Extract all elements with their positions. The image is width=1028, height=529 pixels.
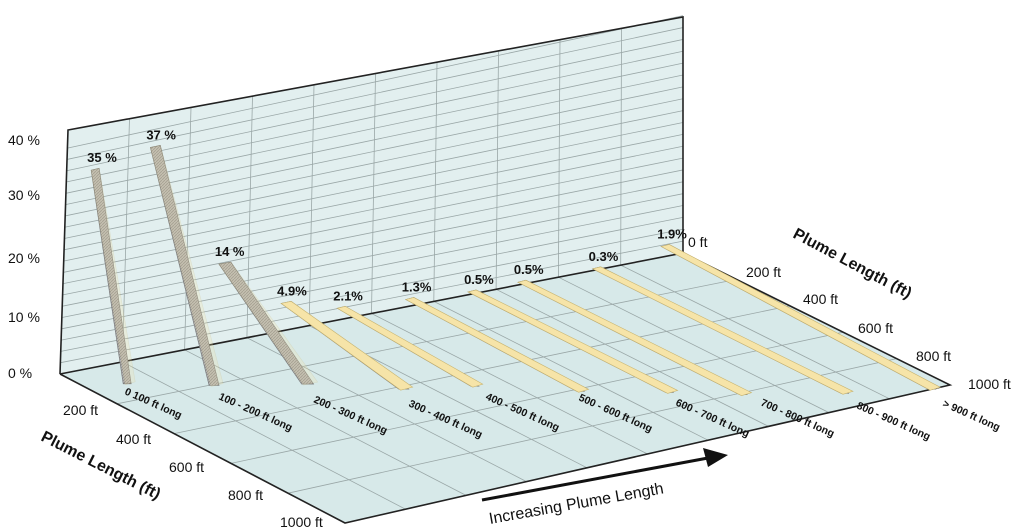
bar-top	[336, 305, 484, 388]
depth-tick-right: 200 ft	[746, 264, 781, 280]
value-label: 0.5%	[464, 272, 494, 287]
wall-gridline	[121, 118, 130, 362]
value-label: 0.3%	[589, 249, 619, 264]
wall-gridline	[308, 84, 315, 326]
floor-gridline	[371, 313, 648, 455]
depth-tick-right: 400 ft	[803, 291, 838, 307]
depth-tick-right: 600 ft	[858, 320, 893, 336]
depth-tick-left: 800 ft	[228, 487, 263, 503]
value-label: 1.9%	[657, 227, 687, 242]
bar-top	[218, 261, 319, 386]
depth-tick-left: 200 ft	[63, 402, 98, 418]
floor-gridline	[433, 301, 709, 441]
wall-gridline	[495, 50, 499, 290]
floor-frame	[59, 252, 953, 524]
floor-plane	[60, 253, 950, 523]
bar-top	[404, 297, 590, 393]
bar-top	[591, 266, 854, 395]
bar-top	[90, 167, 136, 386]
depth-tick-left: 600 ft	[169, 459, 204, 475]
bar-top	[660, 244, 941, 391]
depth-tick-left: 1000 ft	[280, 514, 323, 529]
depth-tick-right: 800 ft	[916, 348, 951, 364]
value-label: 35 %	[87, 150, 117, 165]
bar-top	[467, 289, 679, 394]
y-axis: 0 % 10 % 20 % 30 % 40 %	[8, 132, 40, 381]
wall-gridline	[558, 39, 561, 278]
y-tick-label: 30 %	[8, 187, 40, 203]
arrow-head-icon	[703, 448, 728, 467]
category-label: > 900 ft long	[941, 398, 1002, 434]
bar-top	[517, 279, 753, 396]
y-tick-label: 10 %	[8, 309, 40, 325]
y-tick-label: 40 %	[8, 132, 40, 148]
value-label: 4.9%	[277, 283, 307, 298]
depth-tick-left: 400 ft	[116, 431, 151, 447]
wall-gridline	[371, 73, 376, 314]
value-label: 2.1%	[333, 288, 363, 303]
floor-gridline	[558, 276, 830, 413]
bar	[218, 261, 315, 385]
wall-gridline	[433, 62, 438, 302]
bars-group	[90, 145, 941, 396]
floor-gridline	[495, 288, 769, 427]
arrow-label: Increasing Plume Length	[488, 480, 665, 527]
wall-gridline	[184, 107, 192, 350]
category-label: 800 - 900 ft long	[855, 400, 932, 443]
value-label: 14 %	[215, 244, 245, 259]
back-wall	[60, 17, 683, 374]
bar-top	[149, 145, 224, 387]
bar-top	[280, 301, 414, 391]
floor-grid	[116, 264, 897, 510]
value-label: 0.5%	[514, 262, 544, 277]
y-tick-label: 0 %	[8, 365, 32, 381]
wall-gridline	[620, 28, 622, 266]
bar	[149, 145, 220, 386]
value-labels-group: 35 % 37 % 14 % 4.9% 2.1% 1.3% 0.5% 0.5% 0.3% 1.9%	[87, 127, 687, 303]
y-tick-label: 20 %	[8, 250, 40, 266]
value-label: 1.3%	[402, 280, 432, 295]
floor-gridline	[122, 361, 406, 510]
floor-gridline	[620, 264, 890, 400]
depth-tick-right: 1000 ft	[968, 376, 1011, 392]
floor-gridline	[184, 349, 467, 496]
value-label: 37 %	[146, 127, 176, 142]
depth-tick-right: 0 ft	[688, 234, 708, 250]
arrow-shaft	[481, 456, 709, 502]
bar	[90, 167, 132, 385]
